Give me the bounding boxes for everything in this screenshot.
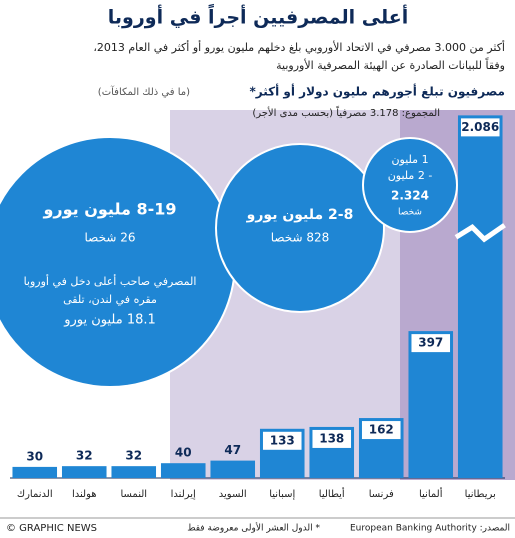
- axis-break: [454, 223, 506, 243]
- value-label-box: [411, 334, 451, 353]
- circle-count: شخصا: [398, 208, 422, 218]
- credit: © GRAPHIC NEWS: [6, 523, 97, 534]
- total: المجموع: 3.178 مصرفياً (بحسب مدى الأجر): [252, 105, 440, 119]
- circle-range: 2-8 مليون يورو: [246, 207, 354, 223]
- value-label: 40: [175, 446, 192, 460]
- x-tick-label: ألمانيا: [419, 487, 443, 500]
- source: المصدر: European Banking Authority: [350, 524, 510, 534]
- subtitle: أكثر من 3.000 مصرفي في الاتحاد الأوروبي …: [93, 40, 505, 54]
- circle: [362, 137, 458, 233]
- circle-note: 18.1 مليون يورو: [63, 313, 156, 328]
- bar: [160, 463, 206, 478]
- x-tick-label: إسبانيا: [269, 489, 295, 500]
- circle-count: 2.324: [391, 189, 429, 203]
- value-label: 138: [319, 431, 344, 445]
- value-label-box: [262, 431, 302, 450]
- x-tick-label: هولندا: [72, 489, 97, 500]
- bar: [12, 466, 58, 478]
- value-label: 2.086: [461, 120, 499, 134]
- bar: [111, 466, 157, 478]
- subtitle: وفقاً للبيانات الصادرة عن الهيئة المصرفي…: [276, 57, 505, 72]
- bar: [457, 115, 503, 478]
- value-label: 47: [224, 443, 241, 457]
- heading-note: (ما في ذلك المكافآت): [98, 85, 190, 98]
- x-tick-label: أيطاليا: [319, 487, 345, 500]
- value-label-box: [361, 421, 401, 440]
- circle-range: 8-19 مليون يورو: [42, 200, 176, 219]
- value-label: 162: [369, 423, 394, 437]
- heading: مصرفيون تبلغ أجورهم مليون دولار أو أكثر*: [250, 84, 506, 100]
- circle-note: مقره في لندن، تلقى: [63, 293, 157, 306]
- circle: [215, 143, 385, 313]
- value-label-box: [460, 118, 500, 137]
- circle-count: 26 شخصا: [85, 231, 136, 245]
- value-label: 32: [76, 449, 93, 463]
- bar: [61, 466, 107, 478]
- circle: [0, 136, 236, 388]
- value-label-box: [312, 429, 352, 448]
- title: أعلى المصرفيين أجراً في أوروبا: [108, 3, 408, 28]
- x-tick-label: النمسا: [120, 489, 147, 500]
- footer-note: * الدول العشر الأولى معروضة فقط: [187, 522, 320, 534]
- value-label: 397: [418, 336, 443, 350]
- value-label: 30: [26, 449, 43, 463]
- circle-range: 1 مليون: [391, 153, 428, 166]
- x-tick-label: إيرلندا: [171, 489, 196, 500]
- circle-count: 828 شخصا: [271, 231, 330, 245]
- bar: [408, 331, 454, 478]
- value-label: 32: [125, 449, 142, 463]
- circle-note: المصرفي صاحب أعلى دخل في أوروبا: [24, 274, 197, 288]
- x-tick-label: الدنمارك: [17, 489, 53, 500]
- bar: [210, 460, 256, 478]
- x-tick-label: بريطانيا: [465, 489, 496, 500]
- x-tick-label: فرنسا: [369, 489, 394, 500]
- x-tick-label: السويد: [219, 489, 247, 500]
- circle-range: - 2 مليون: [388, 169, 433, 182]
- value-label: 133: [270, 433, 295, 447]
